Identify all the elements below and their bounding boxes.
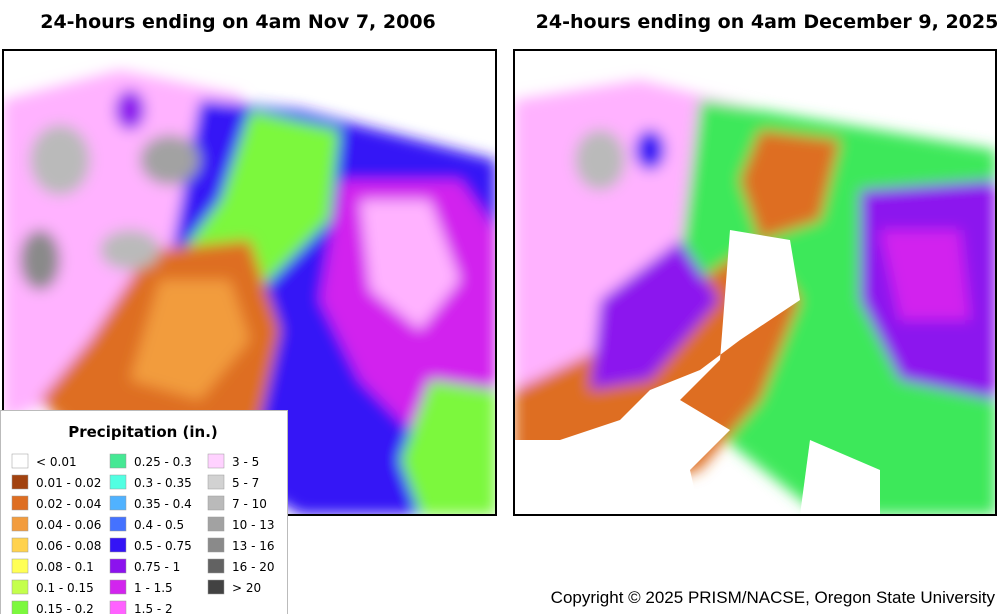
legend-title: Precipitation (in.) (68, 423, 218, 441)
legend-swatch (109, 516, 127, 532)
legend-swatch (109, 495, 127, 511)
legend-label: 10 - 13 (232, 518, 275, 532)
legend-swatch (11, 579, 29, 595)
legend-swatch (207, 453, 225, 469)
legend-swatch (11, 516, 29, 532)
legend-swatch (11, 453, 29, 469)
legend-box (0, 410, 288, 614)
legend-label: 0.75 - 1 (134, 560, 180, 574)
legend-label: 0.08 - 0.1 (36, 560, 94, 574)
legend-swatch (11, 600, 29, 614)
copyright: Copyright © 2025 PRISM/NACSE, Oregon Sta… (551, 588, 996, 607)
legend-label: < 0.01 (36, 455, 77, 469)
legend-swatch (207, 537, 225, 553)
legend-label: 0.4 - 0.5 (134, 518, 184, 532)
legend-swatch (207, 474, 225, 490)
legend-label: 1.5 - 2 (134, 602, 173, 614)
legend-swatch (207, 579, 225, 595)
legend-swatch (109, 600, 127, 614)
legend-label: 7 - 10 (232, 497, 267, 511)
legend-label: 0.02 - 0.04 (36, 497, 101, 511)
legend-swatch (11, 537, 29, 553)
panel-title: 24-hours ending on 4am December 9, 2025 (536, 11, 999, 33)
legend-label: 13 - 16 (232, 539, 275, 553)
legend-label: 0.5 - 0.75 (134, 539, 192, 553)
panel-title: 24-hours ending on 4am Nov 7, 2006 (40, 11, 436, 33)
legend-swatch (207, 558, 225, 574)
legend-label: > 20 (232, 581, 261, 595)
legend-label: 0.15 - 0.2 (36, 602, 94, 614)
legend-label: 5 - 7 (232, 476, 259, 490)
legend-label: 0.35 - 0.4 (134, 497, 192, 511)
legend-label: 0.1 - 0.15 (36, 581, 94, 595)
legend-label: 0.06 - 0.08 (36, 539, 101, 553)
legend-swatch (11, 495, 29, 511)
legend-swatch (109, 579, 127, 595)
legend-swatch (109, 558, 127, 574)
legend-swatch (207, 495, 225, 511)
legend-label: 0.25 - 0.3 (134, 455, 192, 469)
legend-swatch (207, 516, 225, 532)
legend-label: 16 - 20 (232, 560, 275, 574)
legend-label: 3 - 5 (232, 455, 259, 469)
map-right (514, 50, 996, 515)
legend-swatch (109, 537, 127, 553)
legend-swatch (109, 453, 127, 469)
legend-label: 0.01 - 0.02 (36, 476, 101, 490)
legend-label: 1 - 1.5 (134, 581, 173, 595)
legend-swatch (11, 558, 29, 574)
legend-swatch (109, 474, 127, 490)
legend-label: 0.3 - 0.35 (134, 476, 192, 490)
legend-label: 0.04 - 0.06 (36, 518, 101, 532)
legend-swatch (11, 474, 29, 490)
